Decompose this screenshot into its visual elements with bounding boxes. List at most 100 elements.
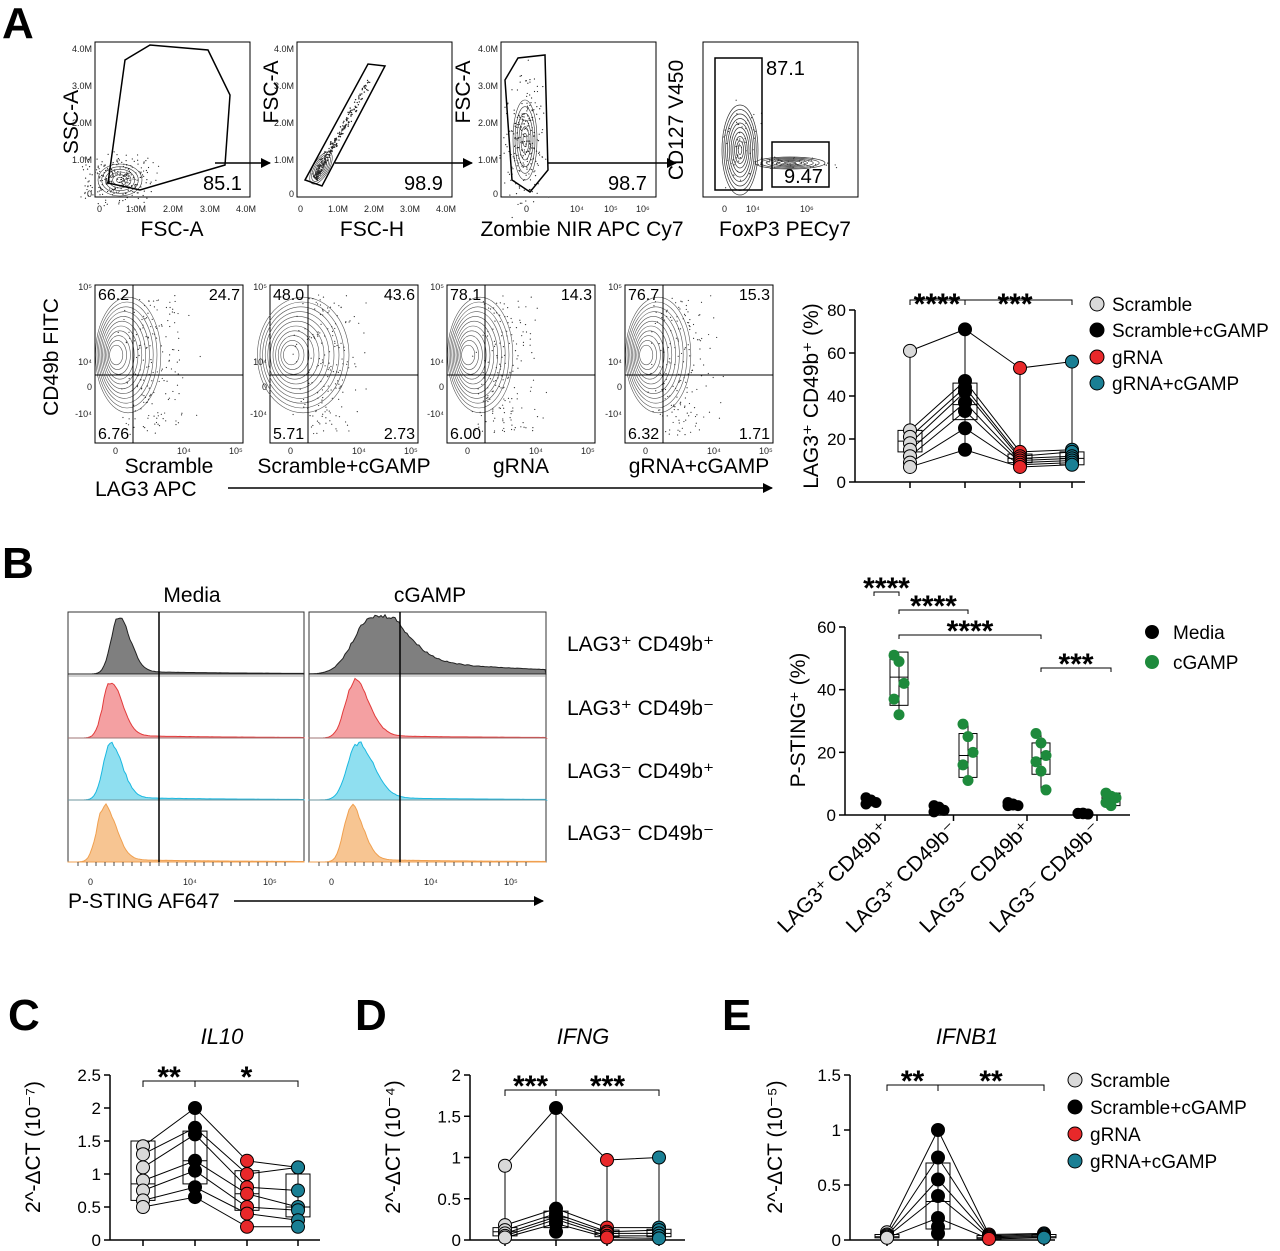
event-dot <box>815 163 817 165</box>
event-dot <box>502 346 505 348</box>
event-dot <box>694 415 697 418</box>
event-dot <box>668 361 670 363</box>
event-dot <box>522 155 524 157</box>
event-dot <box>752 149 754 151</box>
event-dot <box>97 165 99 167</box>
event-dot <box>145 317 148 319</box>
event-dot <box>519 81 521 83</box>
data-point <box>600 1230 614 1245</box>
event-dot <box>707 333 710 336</box>
event-dot <box>338 131 341 134</box>
event-dot <box>112 173 114 175</box>
data-point <box>188 1190 202 1205</box>
event-dot <box>738 143 740 145</box>
x-ticks: 0 10⁴ 10⁶ <box>722 204 814 214</box>
y-tick: 4.0M <box>478 44 498 54</box>
event-dot <box>669 358 671 360</box>
event-dot <box>337 132 339 134</box>
contour-line <box>633 325 669 385</box>
data-point <box>958 421 972 436</box>
event-dot <box>513 429 515 431</box>
x-tick: 3.0M <box>400 204 420 214</box>
event-dot <box>338 305 340 307</box>
event-dot <box>707 372 709 375</box>
y-tick-label: 2 <box>452 1066 461 1085</box>
event-dot <box>316 303 319 305</box>
event-dot <box>111 188 114 191</box>
data-point <box>188 1127 202 1142</box>
event-dot <box>674 347 676 349</box>
y-tick: 0 <box>289 189 294 199</box>
event-dot <box>338 416 341 418</box>
event-dot <box>542 417 544 419</box>
event-dot <box>314 176 316 179</box>
event-dot <box>494 417 496 419</box>
event-dot <box>315 301 317 303</box>
event-dot <box>356 101 358 104</box>
event-dot <box>329 369 332 371</box>
event-dot <box>496 312 498 314</box>
event-dot <box>695 332 697 334</box>
paired-line <box>886 1128 1045 1236</box>
event-dot <box>315 409 317 411</box>
contour-line <box>760 157 820 169</box>
event-dot <box>120 171 122 173</box>
event-dot <box>352 356 354 358</box>
event-dot <box>83 157 85 159</box>
event-dot <box>153 415 155 417</box>
event-dot <box>349 107 351 109</box>
event-dot <box>507 397 510 399</box>
quadrant-value-upper-right: 43.6 <box>384 287 415 304</box>
legend-marker <box>1067 1072 1083 1088</box>
quadrant-value-lower-right: 1.71 <box>739 426 770 443</box>
event-dot <box>150 361 153 364</box>
event-dot <box>754 162 757 164</box>
event-dot <box>524 323 527 326</box>
event-dot <box>521 202 523 204</box>
event-dot <box>96 172 98 174</box>
event-dot <box>127 189 129 191</box>
event-dot <box>106 167 109 169</box>
event-dot <box>347 117 349 120</box>
sig-label: *** <box>1058 648 1093 681</box>
event-dot <box>341 133 343 135</box>
histogram-curve <box>68 617 305 675</box>
event-dot <box>87 195 89 197</box>
event-dot <box>342 128 345 130</box>
x-tick: 10⁵ <box>604 204 618 214</box>
event-dot <box>163 379 165 382</box>
event-dot <box>84 192 86 195</box>
event-dot <box>667 395 669 398</box>
event-dot <box>753 113 755 116</box>
contour-line <box>264 311 335 399</box>
event-dot <box>516 165 518 167</box>
event-dot <box>693 364 695 366</box>
event-dot <box>687 299 689 302</box>
event-dot <box>699 358 701 360</box>
event-dot <box>666 315 668 318</box>
event-dot <box>90 190 93 192</box>
event-dot <box>511 130 513 132</box>
event-dot <box>154 333 156 335</box>
paired-line <box>909 427 1073 466</box>
event-dot <box>792 166 794 168</box>
event-dot <box>501 331 503 333</box>
event-dot <box>689 328 691 331</box>
event-dot <box>95 169 98 171</box>
event-dot <box>309 336 311 338</box>
event-dot <box>128 172 130 175</box>
event-dot <box>669 429 671 431</box>
event-dot <box>161 368 163 370</box>
event-dot <box>519 75 521 77</box>
event-dot <box>346 424 349 426</box>
event-dot <box>737 145 739 147</box>
event-dot <box>519 118 521 120</box>
event-dot <box>529 153 531 155</box>
data-point <box>967 746 979 758</box>
event-dot <box>156 309 158 311</box>
event-dot <box>495 380 497 382</box>
paired-line <box>909 328 1073 369</box>
event-dot <box>531 119 534 121</box>
event-dot <box>130 165 132 167</box>
y-axis-label: 2^-ΔCT (10⁻⁷) <box>22 1081 45 1213</box>
